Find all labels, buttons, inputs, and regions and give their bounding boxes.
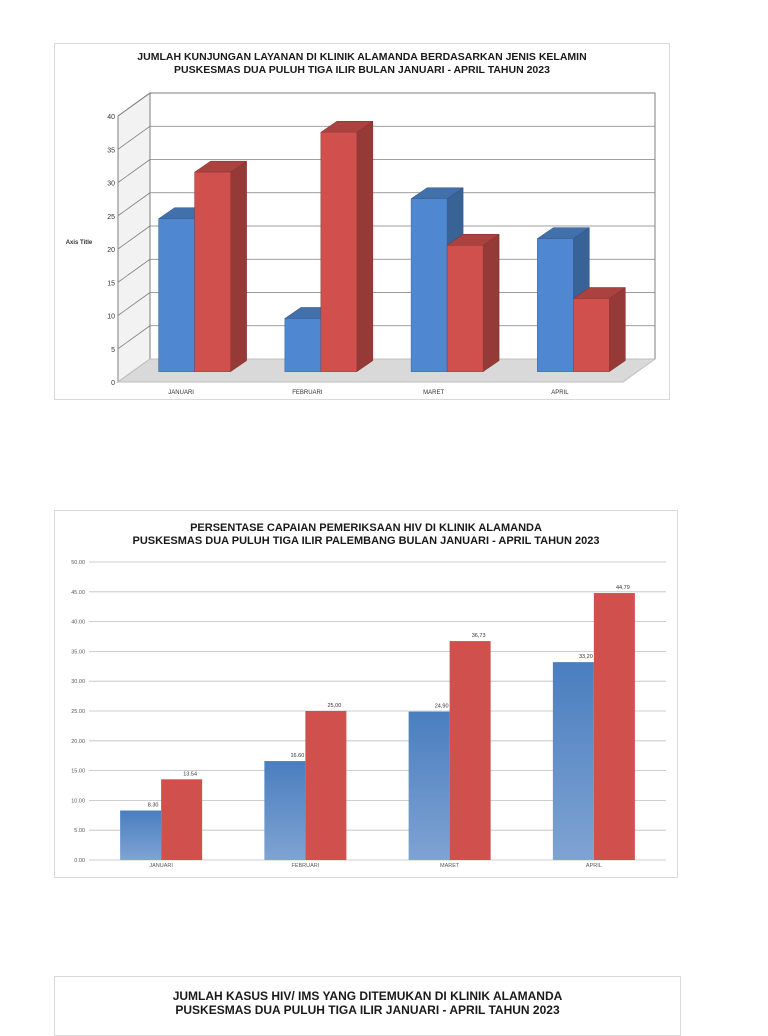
data-label: 16.60 — [290, 753, 304, 759]
y-tick-label: 5 — [111, 347, 115, 354]
bar-side — [609, 287, 626, 373]
bar — [537, 238, 574, 372]
bar — [552, 662, 594, 860]
bar — [593, 593, 635, 860]
bar — [408, 711, 450, 860]
chart-title-line-2: PUSKESMAS DUA PULUH TIGA ILIR BULAN JANU… — [174, 64, 550, 76]
chart-panel-hiv-exam-percentage: PERSENTASE CAPAIAN PEMERIKSAAN HIV DI KL… — [54, 510, 678, 878]
x-tick-label: FEBRUARI — [292, 390, 323, 396]
bar-side — [482, 233, 500, 373]
y-axis-title: Axis Title — [66, 240, 93, 246]
chart-title-line-1: JUMLAH KASUS HIV/ IMS YANG DITEMUKAN DI … — [172, 989, 563, 1003]
gridline-side — [117, 258, 151, 283]
chart-title-line-2: PUSKESMAS DUA PULUH TIGA ILIR PALEMBANG … — [132, 535, 600, 547]
y-tick-label: 25 — [107, 214, 115, 221]
bar — [161, 779, 203, 860]
data-label: 44,79 — [616, 585, 630, 591]
y-tick-label: 10.00 — [71, 798, 85, 804]
y-tick-label: 15 — [107, 280, 115, 287]
y-tick-label: 40 — [107, 114, 115, 121]
bar-chart-3d: 0 5 10 15 20 25 30 35 40 Axis Title JANUARI FEBRUAR… — [66, 92, 657, 396]
gridline-side — [117, 92, 151, 117]
x-tick-label: MARET — [423, 390, 444, 396]
chart-title: JUMLAH KASUS HIV/ IMS YANG DITEMUKAN DI … — [55, 989, 680, 1017]
data-label: 8.30 — [148, 803, 159, 809]
bar — [320, 132, 358, 372]
y-tick-label: 25.00 — [71, 709, 85, 715]
chart-title: JUMLAH KUNJUNGAN LAYANAN DI KLINIK ALAMA… — [55, 51, 669, 77]
data-label: 13.54 — [183, 771, 197, 777]
bar — [120, 810, 162, 860]
y-tick-label: 35.00 — [71, 649, 85, 655]
y-tick-label: 50.00 — [71, 560, 85, 566]
y-tick-label: 40.00 — [71, 620, 85, 626]
gridline-side — [117, 292, 151, 316]
y-tick-label: 10 — [107, 314, 115, 321]
chart-title-line-1: PERSENTASE CAPAIAN PEMERIKSAAN HIV DI KL… — [190, 522, 542, 534]
y-tick-label: 35 — [107, 147, 115, 154]
bar — [194, 171, 231, 372]
data-label: 36,73 — [472, 633, 486, 639]
chart-panel-visits-by-gender: JUMLAH KUNJUNGAN LAYANAN DI KLINIK ALAMA… — [54, 43, 670, 400]
gridline-side — [117, 225, 151, 250]
bar — [449, 641, 491, 860]
chart-title-line-2: PUSKESMAS DUA PULUH TIGA ILIR JANUARI - … — [175, 1003, 560, 1017]
x-tick-label: JANUARI — [149, 863, 173, 869]
bar — [284, 318, 322, 372]
x-tick-label: APRIL — [586, 863, 602, 869]
bar — [158, 218, 195, 372]
bar — [305, 711, 347, 860]
y-tick-label: 30.00 — [71, 679, 85, 685]
bar — [410, 198, 448, 372]
floor — [116, 358, 657, 383]
y-tick-label: 45.00 — [71, 590, 85, 596]
gridline-side — [117, 325, 151, 350]
x-tick-label: MARET — [440, 863, 460, 869]
chart-title-line-1: JUMLAH KUNJUNGAN LAYANAN DI KLINIK ALAMA… — [137, 51, 587, 63]
chart-title: PERSENTASE CAPAIAN PEMERIKSAAN HIV DI KL… — [55, 522, 677, 548]
data-label: 24,90 — [435, 704, 449, 710]
x-tick-label: FEBRUARI — [291, 863, 319, 869]
chart-panel-hiv-ims-cases: JUMLAH KASUS HIV/ IMS YANG DITEMUKAN DI … — [54, 976, 681, 1036]
y-tick-label: 0.00 — [74, 858, 85, 864]
y-tick-label: 20 — [107, 247, 115, 254]
y-tick-label: 0 — [111, 380, 115, 387]
bar-side — [230, 160, 247, 373]
x-tick-label: APRIL — [551, 390, 569, 396]
bar — [264, 761, 306, 860]
bar-side — [356, 120, 374, 373]
y-tick-label: 5.00 — [74, 828, 85, 834]
y-tick-label: 15.00 — [71, 769, 85, 775]
y-tick-label: 20.00 — [71, 739, 85, 745]
bar-chart: 0.00 5.00 10.00 15.00 20.00 25.00 30.00 35.00 40… — [71, 560, 666, 869]
bar — [446, 245, 484, 372]
data-label: 33,20 — [579, 654, 593, 660]
gridline-side — [117, 192, 151, 217]
x-tick-label: JANUARI — [168, 390, 194, 396]
bar — [573, 298, 610, 372]
data-label: 25,00 — [327, 703, 341, 709]
gridline-side — [117, 125, 151, 150]
y-tick-label: 30 — [107, 181, 115, 188]
gridline-side — [117, 159, 151, 183]
